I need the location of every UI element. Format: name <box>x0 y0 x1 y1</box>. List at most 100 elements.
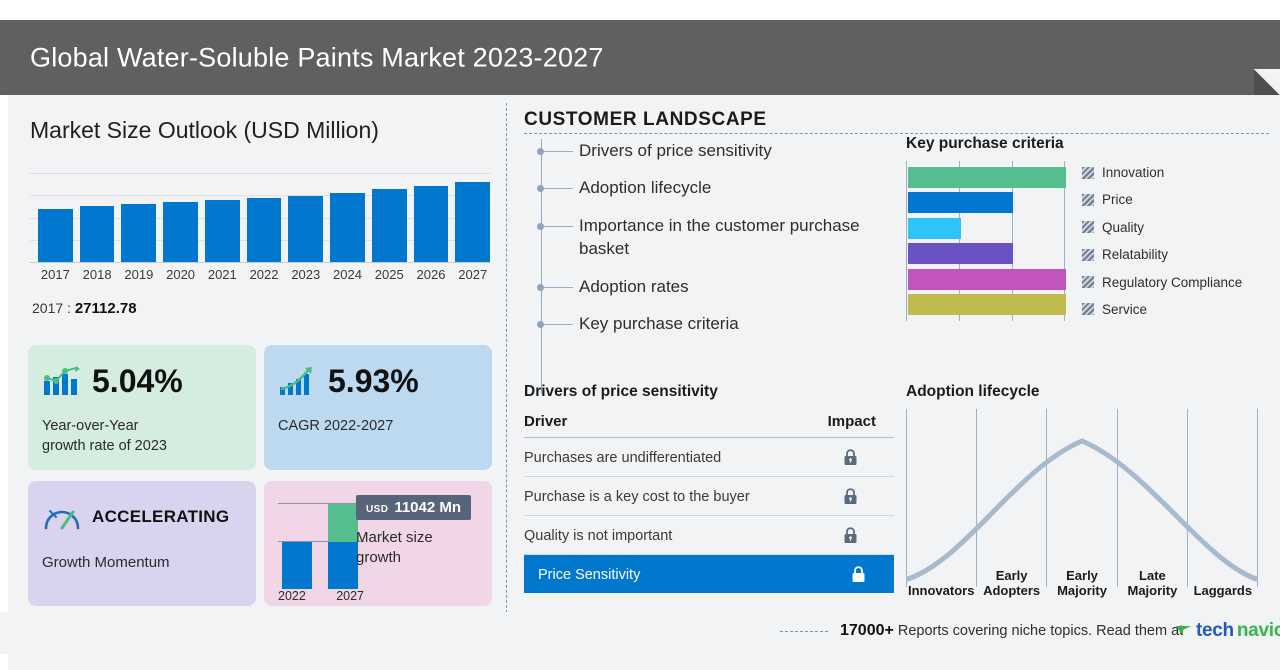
market-size-year-label: 2018 <box>82 267 112 282</box>
yoy-value: 5.04% <box>92 363 183 399</box>
market-size-bar <box>246 198 282 263</box>
market-size-bar <box>371 189 407 263</box>
legend-swatch-icon <box>1082 276 1094 289</box>
legend-item: Innovation <box>1082 165 1242 180</box>
customer-landscape-item[interactable]: Adoption rates <box>537 275 871 298</box>
market-size-year-labels: 2017 2018 2019 2020 2021 2022 2023 2024 2025 2026… <box>30 267 490 282</box>
growth-chart-icon <box>42 365 82 397</box>
market-size-bar <box>288 195 324 263</box>
annotation-year: 2017 : <box>32 300 71 316</box>
drivers-table-header: Driver Impact <box>524 413 894 438</box>
page-title: Global Water-Soluble Paints Market 2023-… <box>30 42 604 72</box>
legend-swatch-icon <box>1082 166 1094 179</box>
cagr-label: CAGR 2022-2027 <box>278 418 394 434</box>
key-purchase-criteria-bar <box>908 293 1066 315</box>
driver-label: Purchases are undifferentiated <box>524 449 722 466</box>
growth-mini-chart <box>278 497 364 589</box>
legend-label: Price <box>1102 192 1133 208</box>
technavio-mark-icon <box>1176 626 1191 636</box>
customer-landscape-item[interactable]: Importance in the customer purchase bask… <box>537 214 871 261</box>
card-growth-momentum: ACCELERATING Growth Momentum <box>28 481 256 606</box>
key-purchase-criteria-bar <box>908 268 1066 290</box>
lock-icon <box>851 566 866 583</box>
market-size-year-label: 2024 <box>333 267 362 282</box>
driver-label: Price Sensitivity <box>538 566 641 583</box>
growth-caption-line2: growth <box>356 548 402 566</box>
connector-line <box>541 225 573 227</box>
key-purchase-criteria-bar <box>908 217 961 239</box>
lock-icon <box>843 527 858 544</box>
market-size-bar <box>330 192 365 263</box>
momentum-value: ACCELERATING <box>92 507 230 526</box>
page-footer: 17000+ Reports covering niche topics. Re… <box>0 612 1280 654</box>
adoption-lifecycle-chart: Innovators Early Adopters Early Majority Late… <box>906 409 1258 599</box>
market-size-bar <box>163 201 198 263</box>
connector-line <box>541 286 573 288</box>
market-size-year-label: 2019 <box>124 267 154 282</box>
growth-value-badge: USD 11042 Mn <box>356 495 472 520</box>
key-purchase-criteria-bar <box>908 167 1066 188</box>
footer-report-count: 17000+ <box>840 622 894 639</box>
cagr-value: 5.93% <box>328 363 419 399</box>
yoy-label-line1: Year-over-Year <box>42 418 139 434</box>
legend-swatch-icon <box>1082 221 1094 234</box>
customer-landscape-item[interactable]: Adoption lifecycle <box>537 176 871 199</box>
market-size-bar <box>79 206 115 263</box>
customer-landscape-item-label: Adoption rates <box>579 276 689 296</box>
market-size-year-label: 2026 <box>416 267 446 282</box>
legend-item: Service <box>1082 302 1242 317</box>
legend-swatch-icon <box>1082 303 1094 316</box>
connector-line <box>541 324 573 326</box>
driver-row[interactable]: Purchase is a key cost to the buyer <box>524 477 894 516</box>
market-size-year-label: 2022 <box>249 267 279 282</box>
chart-axis <box>30 262 490 263</box>
growth-caption: Market size growth <box>356 528 433 567</box>
customer-landscape-item-label: Adoption lifecycle <box>579 178 712 198</box>
legend-item: Relatability <box>1082 247 1242 262</box>
customer-landscape-item-label: Key purchase criteria <box>579 314 739 334</box>
adoption-segment-label: Late Majority <box>1127 567 1178 599</box>
driver-label: Quality is not important <box>524 527 673 544</box>
customer-landscape-item-label: Drivers of price sensitivity <box>579 141 772 160</box>
market-size-bar <box>413 185 449 263</box>
market-size-title: Market Size Outlook (USD Million) <box>30 117 379 143</box>
key-purchase-criteria-legend: Innovation Price Quality Relatability Regula… <box>1082 161 1242 317</box>
speedometer-icon <box>42 503 82 531</box>
drivers-col-impact: Impact <box>827 413 876 430</box>
market-size-bar <box>455 182 491 263</box>
legend-label: Quality <box>1102 219 1145 235</box>
badge-value: 11042 Mn <box>394 499 462 516</box>
market-size-year-label: 2017 <box>40 267 70 282</box>
corner-fold-decoration <box>1254 69 1280 95</box>
legend-swatch-icon <box>1082 193 1094 206</box>
drivers-panel: Drivers of price sensitivity Driver Impa… <box>524 383 894 593</box>
customer-landscape-item[interactable]: Drivers of price sensitivity <box>537 139 871 162</box>
market-size-year-label: 2027 <box>458 267 488 282</box>
bullet-dot-icon <box>537 185 544 193</box>
adoption-segment-label: Early Majority <box>1057 567 1107 599</box>
bullet-dot-icon <box>537 148 544 155</box>
adoption-segment-label: Innovators <box>907 583 975 599</box>
connector-line <box>541 151 573 152</box>
growth-caption-line1: Market size <box>356 529 433 546</box>
legend-item: Quality <box>1082 220 1242 235</box>
bullet-dot-icon <box>537 222 544 230</box>
adoption-lifecycle-title: Adoption lifecycle <box>906 383 1040 400</box>
key-purchase-criteria-chart <box>906 161 1066 321</box>
content-canvas: Market Size Outlook (USD Million) 2017 20… <box>0 95 1280 670</box>
market-size-bar <box>121 203 157 263</box>
footer-message: Reports covering niche topics. Read them… <box>897 623 1184 639</box>
driver-row[interactable]: Quality is not important <box>524 516 894 555</box>
drivers-title: Drivers of price sensitivity <box>524 383 718 400</box>
customer-landscape-item[interactable]: Key purchase criteria <box>537 312 871 335</box>
technavio-logo[interactable]: tech navio <box>1176 620 1280 642</box>
drivers-col-driver: Driver <box>524 413 568 430</box>
driver-row[interactable]: Purchases are undifferentiated <box>524 438 894 477</box>
driver-label: Purchase is a key cost to the buyer <box>524 488 750 505</box>
logo-text-navio: navio <box>1236 620 1280 641</box>
customer-landscape-title: CUSTOMER LANDSCAPE <box>524 109 767 130</box>
driver-row[interactable]: Price Sensitivity <box>524 555 894 593</box>
adoption-segment-label: Laggards <box>1193 583 1253 599</box>
card-cagr: 5.93% CAGR 2022-2027 <box>264 345 492 470</box>
